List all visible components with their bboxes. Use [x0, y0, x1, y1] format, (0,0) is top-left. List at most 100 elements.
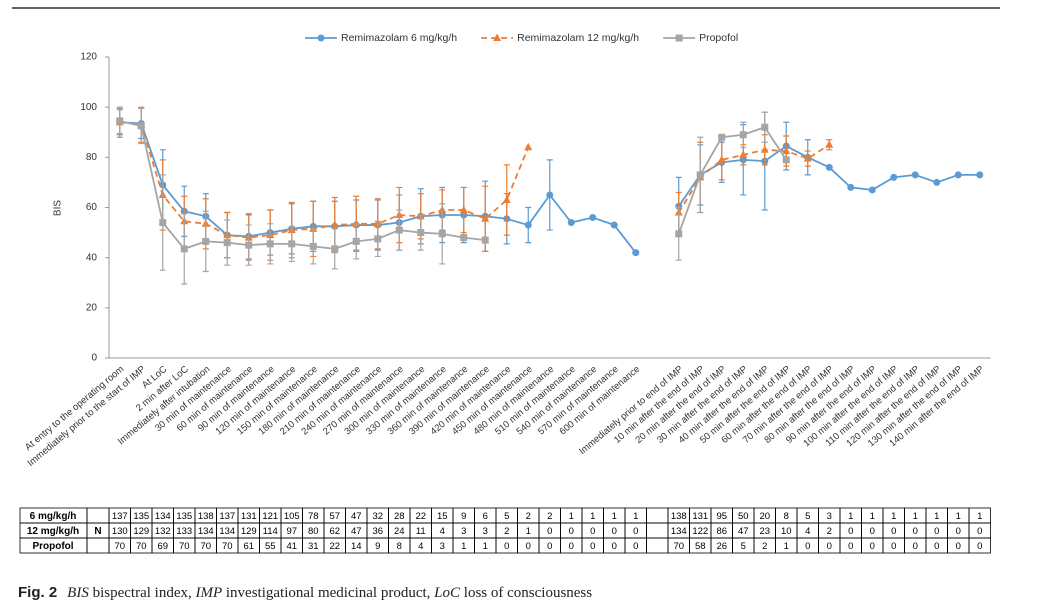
table-value: 6	[483, 511, 488, 522]
table-value: 8	[397, 541, 402, 552]
table-value: 15	[437, 511, 448, 522]
table-value: 58	[695, 541, 706, 552]
table-value: 1	[461, 541, 466, 552]
table-value: 131	[241, 511, 257, 522]
table-value: 0	[547, 541, 552, 552]
data-point	[460, 234, 468, 242]
table-value: 1	[891, 511, 896, 522]
x-tick-label: Immediately prior to the start of IMP	[25, 364, 147, 469]
y-tick-label: 100	[80, 102, 97, 113]
table-value: 130	[112, 526, 128, 537]
table-row-label: 6 mg/kg/h	[30, 511, 77, 522]
table-value: 134	[671, 526, 687, 537]
table-value: 0	[805, 541, 810, 552]
table-value: 0	[547, 526, 552, 537]
table-value: 57	[329, 511, 340, 522]
table-value: 78	[308, 511, 319, 522]
table-value: 1	[913, 511, 918, 522]
y-tick-label: 0	[91, 353, 97, 364]
series-line	[119, 121, 830, 239]
table-value: 122	[692, 526, 708, 537]
data-point	[502, 195, 511, 203]
definition: investigational medicinal product,	[222, 585, 435, 601]
table-value: 70	[114, 541, 125, 552]
table-value: 70	[136, 541, 147, 552]
series	[115, 106, 834, 261]
abbreviation: IMP	[195, 585, 223, 601]
data-point	[803, 154, 812, 162]
table-value: 2	[547, 511, 552, 522]
legend-label: Propofol	[699, 32, 738, 44]
table-value: 70	[200, 541, 211, 552]
table-value: 5	[504, 511, 509, 522]
legend-item: Remimazolam 6 mg/kg/h	[305, 32, 457, 44]
data-point	[567, 219, 575, 227]
table-value: 9	[375, 541, 380, 552]
data-point	[374, 235, 382, 243]
table-value: 10	[781, 526, 792, 537]
table-value: 0	[977, 541, 982, 552]
table-value: 1	[784, 541, 789, 552]
table-value: 129	[133, 526, 149, 537]
table-value: 26	[716, 541, 727, 552]
abbreviation: LoC	[434, 585, 461, 601]
table-value: 3	[827, 511, 832, 522]
data-point	[760, 145, 769, 153]
data-point	[116, 117, 124, 125]
data-point	[954, 171, 962, 179]
table-value: 1	[483, 541, 488, 552]
table-value: 0	[590, 526, 595, 537]
data-point	[524, 221, 532, 229]
table-value: 23	[759, 526, 770, 537]
data-point	[718, 133, 726, 141]
table-value: 114	[263, 526, 278, 537]
table-cell	[968, 537, 991, 554]
data-point	[911, 171, 919, 179]
table-value: 0	[612, 526, 617, 537]
legend-label: Remimazolam 6 mg/kg/h	[341, 32, 457, 44]
table-value: 4	[418, 541, 423, 552]
table-value: 14	[351, 541, 362, 552]
table-value: 8	[784, 511, 789, 522]
table-value: 1	[590, 511, 595, 522]
table-value: 1	[848, 511, 853, 522]
table-value: 41	[286, 541, 297, 552]
table-value: 20	[759, 511, 770, 522]
table-value: 0	[956, 526, 961, 537]
table-value: 0	[827, 541, 832, 552]
table-value: 0	[504, 541, 509, 552]
table-value: 28	[394, 511, 405, 522]
table-value: 32	[372, 511, 383, 522]
table-value: 121	[262, 511, 278, 522]
legend-label: Remimazolam 12 mg/kg/h	[517, 32, 639, 44]
table-value: 3	[461, 526, 466, 537]
table-value: 137	[112, 511, 128, 522]
series	[116, 107, 790, 285]
figure-label: Fig. 2	[18, 584, 58, 601]
table-value: 70	[673, 541, 684, 552]
table-value: 62	[329, 526, 340, 537]
table-value: 134	[219, 526, 235, 537]
table-value: 0	[891, 526, 896, 537]
table-value: 36	[372, 526, 383, 537]
data-point	[739, 150, 748, 158]
table-value: 0	[848, 526, 853, 537]
table-value: 24	[394, 526, 405, 537]
table-value: 0	[569, 541, 574, 552]
y-tick-label: 40	[86, 252, 98, 263]
table-value: 69	[157, 541, 168, 552]
table-value: 105	[284, 511, 300, 522]
table-value: 0	[590, 541, 595, 552]
table-value: 137	[219, 511, 235, 522]
data-point	[352, 237, 360, 245]
x-tick-label: At entry to the operating room	[23, 364, 126, 453]
table-value: 138	[671, 511, 687, 522]
data-point	[675, 230, 683, 238]
table-value: 0	[633, 541, 638, 552]
legend-marker	[493, 33, 502, 41]
y-tick-label: 60	[86, 202, 98, 213]
legend-marker	[317, 34, 325, 42]
data-point	[180, 245, 188, 253]
y-tick-label: 120	[80, 52, 97, 63]
data-point	[890, 173, 898, 181]
